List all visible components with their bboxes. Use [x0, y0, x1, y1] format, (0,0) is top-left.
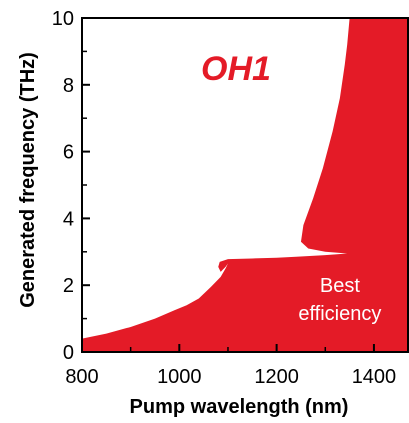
x-tick-label-1000: 1000: [157, 366, 202, 388]
best-efficiency-region: [82, 18, 408, 352]
annotation-label-group: Best efficiency: [298, 275, 381, 325]
y-tick-label-0: 0: [63, 342, 74, 364]
x-axis-title: Pump wavelength (nm): [130, 396, 349, 418]
x-tick-label-800: 800: [65, 366, 98, 388]
y-tick-label-4: 4: [63, 208, 74, 230]
region-layer: [82, 18, 408, 352]
y-tick-label-2: 2: [63, 275, 74, 297]
y-tick-label-10: 10: [52, 8, 74, 30]
region-annotation-line-2: efficiency: [298, 303, 381, 325]
x-tick-label-1400: 1400: [352, 366, 397, 388]
region-annotation-line-1: Best: [320, 275, 360, 297]
axes-layer: 800 1000 1200 1400 0 2 4 6 8 10: [52, 8, 409, 388]
x-tick-label-1200: 1200: [254, 366, 299, 388]
y-tick-label-6: 6: [63, 142, 74, 164]
chart-title: OH1: [201, 50, 271, 88]
y-tick-label-8: 8: [63, 75, 74, 97]
y-axis-title: Generated frequency (THz): [17, 52, 39, 308]
